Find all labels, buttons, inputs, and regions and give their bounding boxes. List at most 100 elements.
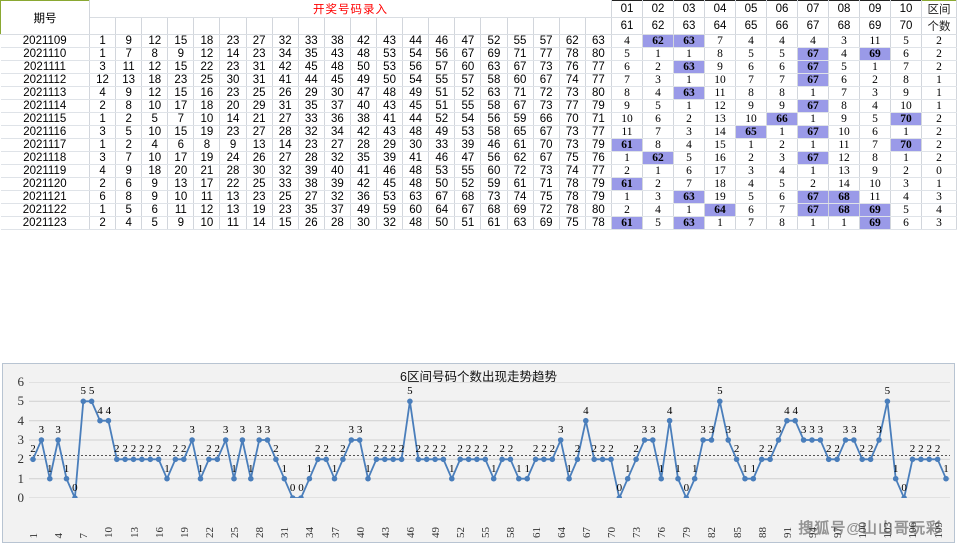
row-ball-2[interactable]: 6 xyxy=(115,177,143,191)
row-ball-15[interactable]: 47 xyxy=(454,151,482,165)
row-stat-65[interactable]: 9 xyxy=(735,99,767,113)
row-ball-6[interactable]: 14 xyxy=(219,112,247,126)
row-ball-1[interactable]: 1 xyxy=(89,138,117,152)
table-row[interactable]: 2021112 12 13 18 23 25 30 31 41 44 45 49 50 54 55 57 58 6… xyxy=(0,73,957,87)
row-ball-14[interactable]: 51 xyxy=(428,99,456,113)
row-ball-8[interactable]: 42 xyxy=(272,60,299,74)
row-ball-13[interactable]: 63 xyxy=(402,190,430,204)
row-ball-20[interactable]: 79 xyxy=(585,177,613,191)
row-ball-7[interactable]: 29 xyxy=(246,99,273,113)
row-ball-7[interactable]: 13 xyxy=(246,138,273,152)
row-ball-5[interactable]: 21 xyxy=(193,164,221,178)
row-stat-66[interactable]: 6 xyxy=(766,190,798,204)
row-stat-63[interactable]: 1 xyxy=(673,47,705,61)
row-ball-13[interactable]: 41 xyxy=(402,151,430,165)
row-ball-2[interactable]: 5 xyxy=(115,203,143,217)
row-stat-64[interactable]: 14 xyxy=(704,125,736,139)
row-period[interactable]: 2021112 xyxy=(0,73,90,87)
row-ball-10[interactable]: 39 xyxy=(324,177,351,191)
row-ball-2[interactable]: 9 xyxy=(115,164,143,178)
row-ball-7[interactable]: 19 xyxy=(246,203,273,217)
row-ball-19[interactable]: 78 xyxy=(559,190,586,204)
row-ball-20[interactable]: 79 xyxy=(585,138,613,152)
row-ball-1[interactable]: 2 xyxy=(89,216,117,230)
row-stat-61[interactable]: 5 xyxy=(611,47,643,61)
row-ball-13[interactable]: 44 xyxy=(402,34,430,48)
row-ball-6[interactable]: 13 xyxy=(219,203,247,217)
row-ball-18[interactable]: 67 xyxy=(533,125,560,139)
row-ball-6[interactable]: 23 xyxy=(219,34,247,48)
row-ball-14[interactable]: 52 xyxy=(428,112,456,126)
row-ball-5[interactable]: 18 xyxy=(193,34,221,48)
row-stat-66[interactable]: 5 xyxy=(766,177,798,191)
row-ball-17[interactable]: 60 xyxy=(507,73,534,87)
row-ball-19[interactable]: 74 xyxy=(559,73,586,87)
row-ball-8[interactable]: 33 xyxy=(272,177,299,191)
row-ball-2[interactable]: 2 xyxy=(115,112,143,126)
row-period[interactable]: 2021117 xyxy=(0,138,90,152)
row-ball-10[interactable]: 36 xyxy=(324,112,351,126)
row-ball-16[interactable]: 63 xyxy=(480,86,508,100)
row-ball-10[interactable]: 37 xyxy=(324,99,351,113)
row-ball-12[interactable]: 29 xyxy=(376,138,404,152)
row-ball-19[interactable]: 62 xyxy=(559,34,586,48)
row-ball-14[interactable]: 64 xyxy=(428,203,456,217)
row-stat-66[interactable]: 4 xyxy=(766,164,798,178)
row-stat-61[interactable]: 61 xyxy=(611,138,643,152)
row-ball-9[interactable]: 23 xyxy=(298,138,325,152)
row-ball-15[interactable]: 67 xyxy=(454,203,482,217)
row-ball-8[interactable]: 32 xyxy=(272,164,299,178)
row-stat-66[interactable]: 8 xyxy=(766,216,798,230)
row-ball-2[interactable]: 11 xyxy=(115,60,143,74)
row-stat-64[interactable]: 1 xyxy=(704,216,736,230)
row-ball-2[interactable]: 5 xyxy=(115,125,143,139)
table-row[interactable]: 2021110 1 7 8 9 12 14 23 34 35 43 48 53 54 56 67 69 71 77 7… xyxy=(0,47,957,61)
row-stat-68[interactable]: 13 xyxy=(828,164,860,178)
row-period[interactable]: 2021123 xyxy=(0,216,90,230)
row-ball-11[interactable]: 40 xyxy=(350,99,378,113)
row-ball-11[interactable]: 38 xyxy=(350,112,378,126)
row-ball-12[interactable]: 53 xyxy=(376,47,404,61)
row-stat-63[interactable]: 63 xyxy=(673,190,705,204)
row-stat-66[interactable]: 1 xyxy=(766,125,798,139)
row-stat-62[interactable]: 62 xyxy=(642,34,674,48)
row-ball-10[interactable]: 34 xyxy=(324,125,351,139)
row-stat-63[interactable]: 7 xyxy=(673,177,705,191)
row-stat-70[interactable]: 2 xyxy=(890,164,922,178)
row-ball-17[interactable]: 62 xyxy=(507,151,534,165)
row-ball-2[interactable]: 7 xyxy=(115,47,143,61)
row-ball-8[interactable]: 15 xyxy=(272,216,299,230)
row-stat-61[interactable]: 11 xyxy=(611,125,643,139)
row-ball-13[interactable]: 54 xyxy=(402,47,430,61)
row-stat-62[interactable]: 1 xyxy=(642,47,674,61)
row-ball-1[interactable]: 1 xyxy=(89,47,117,61)
row-ball-12[interactable]: 43 xyxy=(376,125,404,139)
row-ball-12[interactable]: 48 xyxy=(376,86,404,100)
row-ball-13[interactable]: 44 xyxy=(402,112,430,126)
row-stat-67[interactable]: 67 xyxy=(797,99,829,113)
row-period[interactable]: 2021118 xyxy=(0,151,90,165)
row-stat-62[interactable]: 5 xyxy=(642,216,674,230)
row-ball-18[interactable]: 73 xyxy=(533,164,560,178)
row-ball-3[interactable]: 12 xyxy=(141,86,169,100)
row-ball-11[interactable]: 42 xyxy=(350,177,378,191)
row-ball-16[interactable]: 58 xyxy=(480,99,508,113)
row-ball-8[interactable]: 27 xyxy=(272,112,299,126)
row-ball-16[interactable]: 73 xyxy=(480,190,508,204)
row-ball-19[interactable]: 78 xyxy=(559,177,586,191)
row-ball-6[interactable]: 28 xyxy=(219,164,247,178)
row-period[interactable]: 2021115 xyxy=(0,112,90,126)
row-ball-10[interactable]: 43 xyxy=(324,47,351,61)
row-ball-9[interactable]: 27 xyxy=(298,190,325,204)
row-stat-70[interactable]: 10 xyxy=(890,99,922,113)
row-stat-65[interactable]: 1 xyxy=(735,138,767,152)
row-ball-13[interactable]: 54 xyxy=(402,73,430,87)
row-ball-13[interactable]: 60 xyxy=(402,203,430,217)
row-ball-16[interactable]: 46 xyxy=(480,138,508,152)
row-ball-4[interactable]: 20 xyxy=(167,164,195,178)
row-stat-62[interactable]: 3 xyxy=(642,190,674,204)
row-ball-15[interactable]: 55 xyxy=(454,99,482,113)
row-ball-18[interactable]: 72 xyxy=(533,86,560,100)
row-ball-6[interactable]: 24 xyxy=(219,151,247,165)
row-ball-20[interactable]: 80 xyxy=(585,203,613,217)
